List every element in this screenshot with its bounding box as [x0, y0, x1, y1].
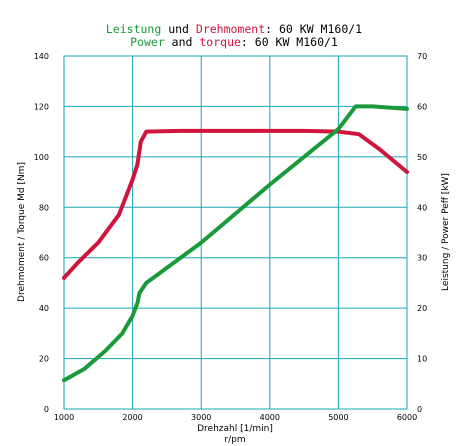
x-tick-label: 1000 — [54, 413, 74, 422]
y-right-tick-label: 60 — [417, 102, 427, 111]
x-tick-label: 3000 — [191, 413, 211, 422]
title-run: torque — [199, 35, 241, 49]
series-lines — [62, 104, 409, 383]
chart-title-english: Power and torque: 60 KW M160/1 — [130, 35, 338, 49]
title-run: Drehmoment — [196, 22, 265, 36]
y-left-tick-label: 80 — [39, 203, 49, 212]
title-run: : 60 KW M160/1 — [265, 22, 362, 36]
y-left-tick-label: 60 — [39, 254, 49, 263]
x-tick-label: 4000 — [260, 413, 280, 422]
title-run: and — [165, 35, 200, 49]
y-axis-left-label: Drehmoment / Torque Md [Nm] — [17, 162, 27, 302]
y-right-tick-label: 40 — [417, 203, 427, 212]
y-left-tick-label: 20 — [39, 355, 49, 364]
y-right-tick-label: 0 — [417, 405, 422, 414]
title-run: Power — [130, 35, 165, 49]
y-left-tick-label: 120 — [34, 102, 49, 111]
y-axis-right-ticks: 0 10 20 30 40 50 60 70 — [417, 52, 427, 414]
power-curve-line — [62, 104, 409, 383]
y-axis-right-label: Leistung / Power Peff [kW] — [441, 173, 451, 291]
title-run: Leistung — [106, 22, 161, 36]
x-axis-sublabel: r/pm — [224, 435, 245, 445]
y-left-tick-label: 0 — [44, 405, 49, 414]
title-run: : 60 KW M160/1 — [241, 35, 338, 49]
x-axis-label: Drehzahl [1/min] — [197, 424, 273, 434]
y-right-tick-label: 50 — [417, 153, 427, 162]
y-left-tick-label: 100 — [34, 153, 49, 162]
y-left-tick-label: 140 — [34, 52, 49, 61]
y-axis-left-ticks: 0 20 40 60 80 100 120 140 — [34, 52, 49, 414]
x-tick-label: 5000 — [328, 413, 348, 422]
chart-title-german: Leistung und Drehmoment: 60 KW M160/1 — [106, 22, 362, 36]
x-axis-ticks: 1000 2000 3000 4000 5000 6000 — [54, 413, 417, 422]
x-tick-label: 6000 — [397, 413, 417, 422]
title-run: und — [161, 22, 196, 36]
grid-lines — [63, 55, 408, 410]
y-right-tick-label: 10 — [417, 355, 427, 364]
y-left-tick-label: 40 — [39, 304, 49, 313]
torque-curve-line — [62, 128, 409, 280]
y-right-tick-label: 20 — [417, 304, 427, 313]
x-tick-label: 2000 — [122, 413, 142, 422]
y-right-tick-label: 30 — [417, 254, 427, 263]
y-right-tick-label: 70 — [417, 52, 427, 61]
